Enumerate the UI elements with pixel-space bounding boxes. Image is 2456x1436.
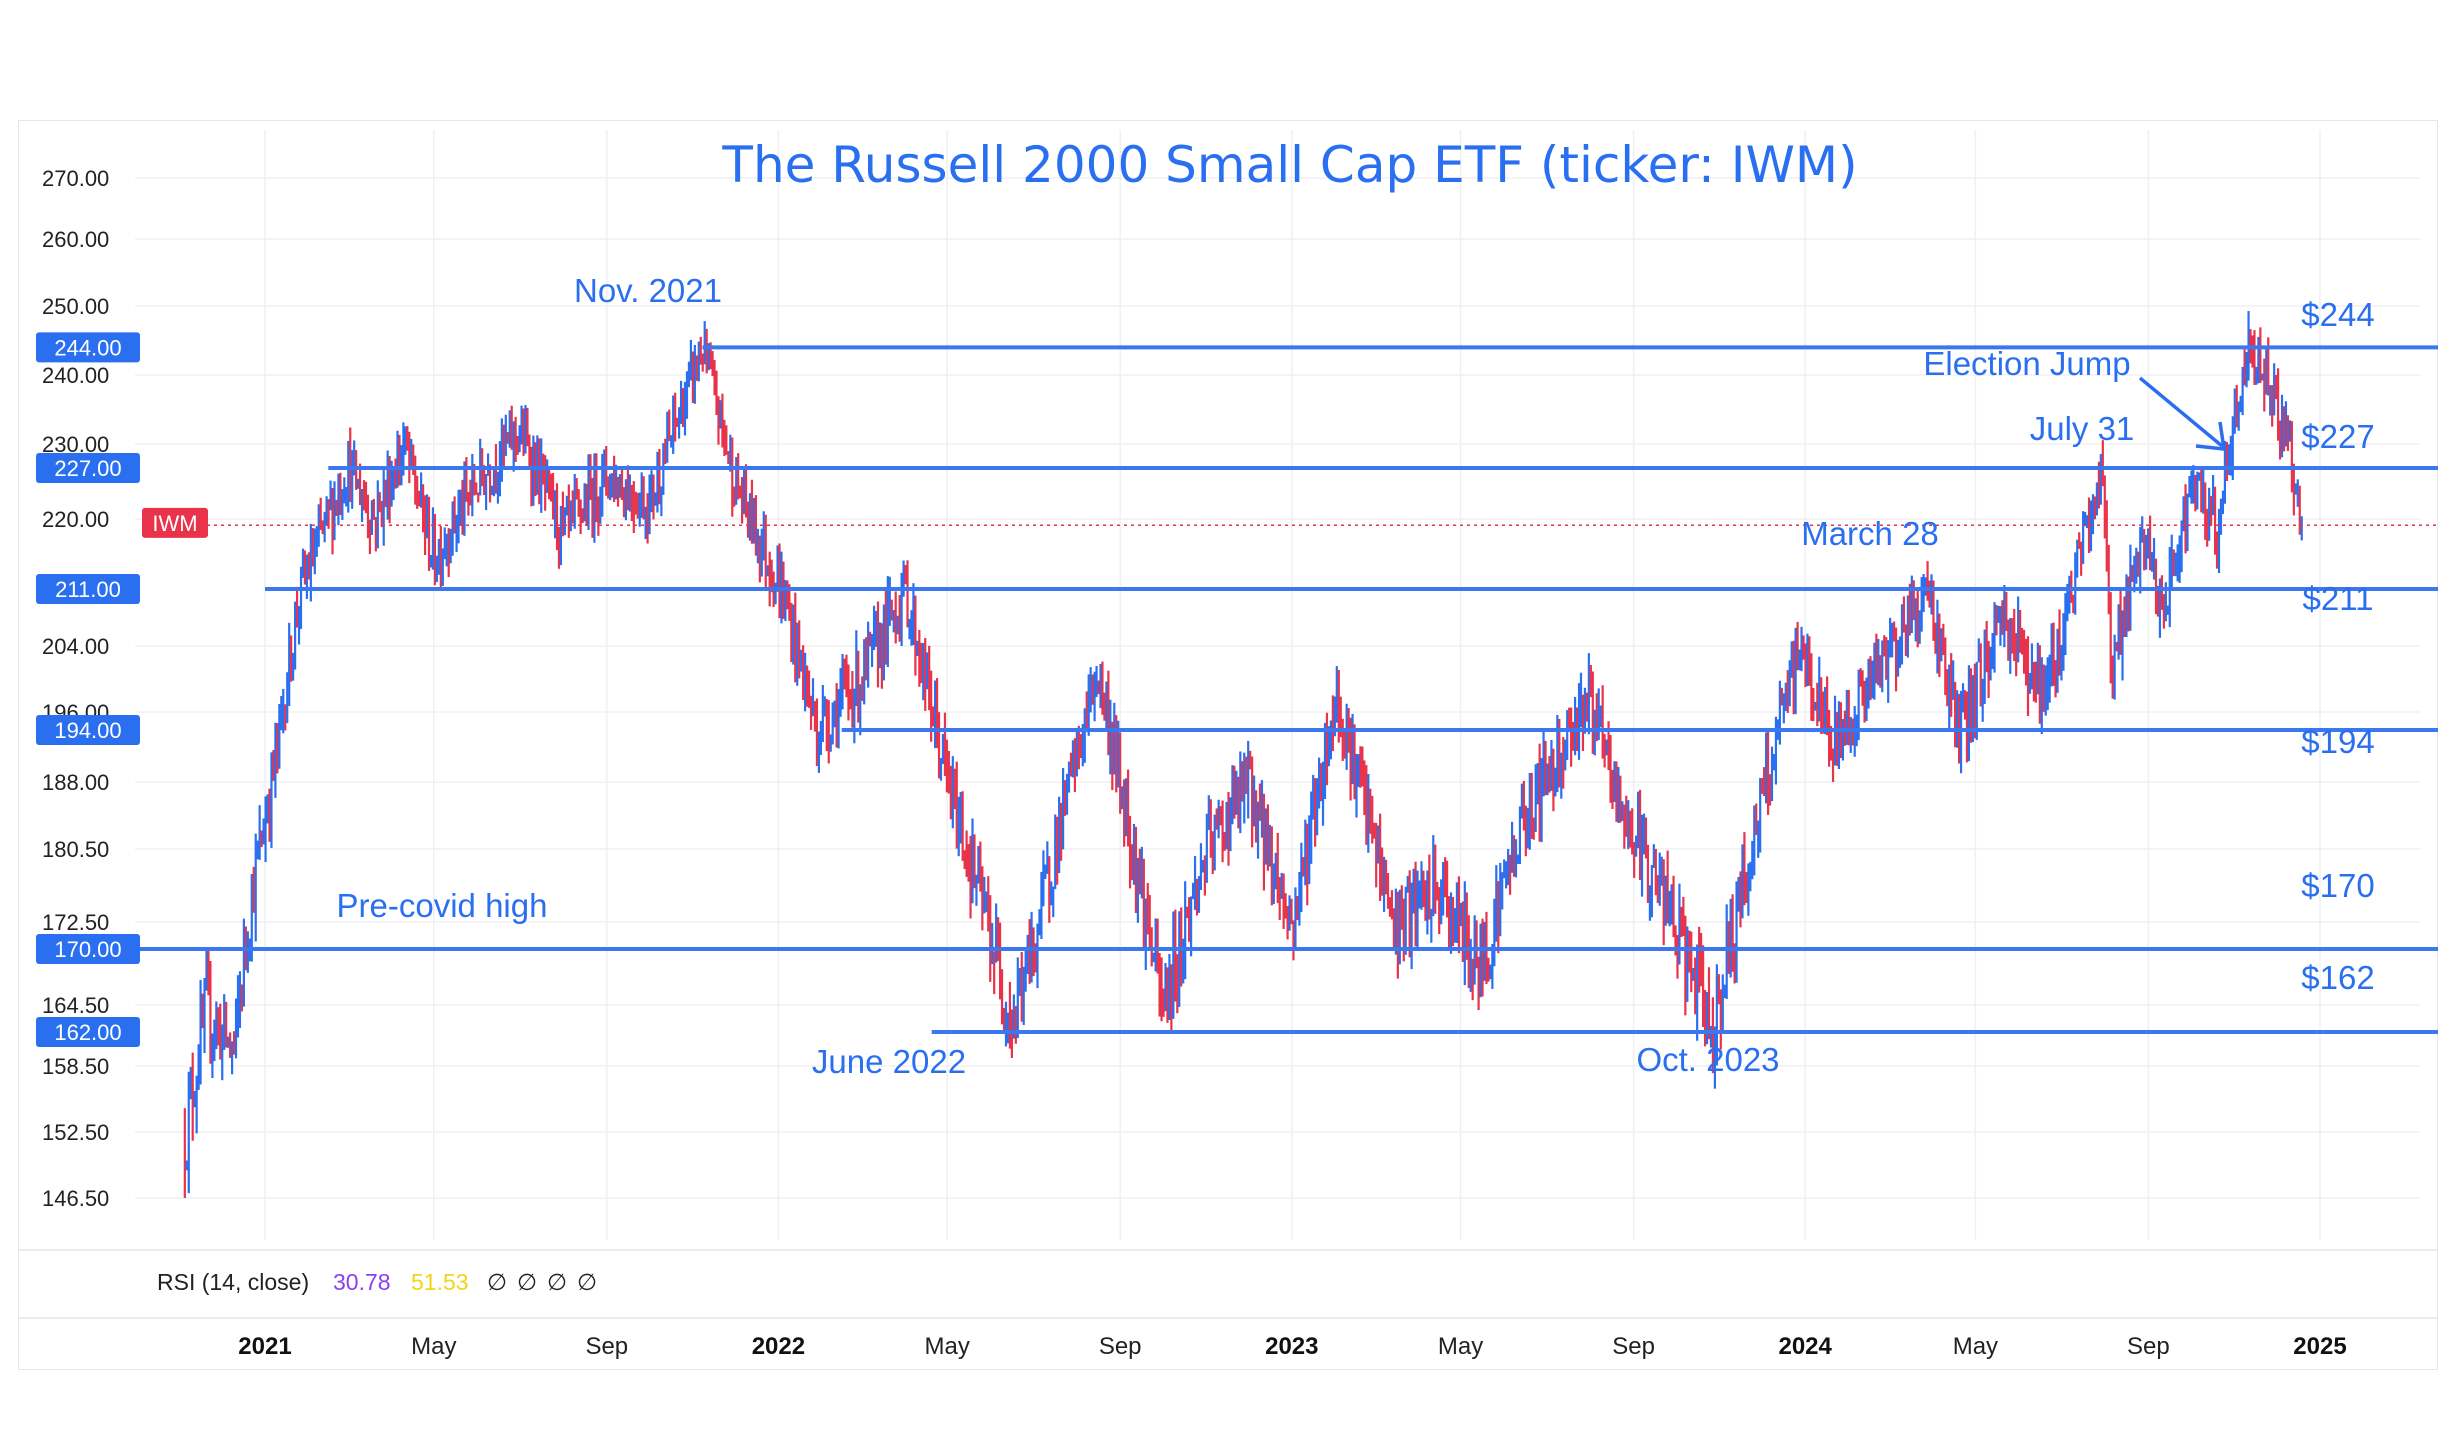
y-tick-label: 172.50 [42,910,109,935]
level-badge [36,715,140,745]
annotation-label: Pre-covid high [337,887,548,924]
level-badge-label: 244.00 [54,335,121,360]
y-tick-label: 270.00 [42,166,109,191]
annotation-label: March 28 [1801,515,1939,552]
level-badge-label: 227.00 [54,456,121,481]
x-tick-label: Sep [2127,1333,2170,1360]
x-tick-label: Sep [1099,1333,1142,1360]
x-tick-label: May [925,1333,970,1360]
rsi-empty-value: ∅ [547,1269,567,1295]
y-tick-label: 250.00 [42,294,109,319]
y-tick-label: 220.00 [42,507,109,532]
level-badge [36,934,140,964]
level-badge [36,1017,140,1047]
annotation-label: July 31 [2030,410,2135,447]
level-badge-label: 194.00 [54,718,121,743]
chart-frame [18,120,2438,1370]
level-price-label: $244 [2301,296,2374,333]
y-tick-label: 180.50 [42,837,109,862]
annotation-label: Oct. 2023 [1636,1041,1779,1078]
level-badge-label: 162.00 [54,1020,121,1045]
x-tick-label: 2021 [238,1333,291,1360]
x-tick-label: Sep [1612,1333,1655,1360]
rsi-empty-value: ∅ [577,1269,597,1295]
rsi-value-1: 30.78 [333,1269,391,1295]
annotation-label: Election Jump [1923,345,2130,382]
level-price-label: $227 [2301,418,2374,455]
election-jump-arrow [2138,376,2224,448]
level-badge-label: 170.00 [54,937,121,962]
x-tick-label: 2022 [752,1333,805,1360]
x-tick-label: 2025 [2293,1333,2346,1360]
y-tick-label: 146.50 [42,1186,109,1211]
rsi-value-2: 51.53 [411,1269,469,1295]
level-price-label: $211 [2303,580,2374,617]
x-tick-label: May [411,1333,456,1360]
y-tick-label: 164.50 [42,993,109,1018]
y-tick-label: 188.00 [42,770,109,795]
x-tick-label: May [1438,1333,1483,1360]
level-badge [36,574,140,604]
current-price-badge-label: IWM [152,511,197,536]
rsi-empty-value: ∅ [487,1269,507,1295]
y-tick-label: 204.00 [42,634,109,659]
y-tick-label: 260.00 [42,227,109,252]
x-tick-label: 2024 [1778,1333,1832,1360]
level-badge-label: 211.00 [55,577,121,602]
x-tick-label: Sep [585,1333,628,1360]
election-jump-arrowhead [2195,421,2227,451]
y-tick-label: 230.00 [42,432,109,457]
level-badge [36,453,140,483]
y-tick-label: 158.50 [42,1054,109,1079]
chart-title: The Russell 2000 Small Cap ETF (ticker: … [721,136,1857,194]
annotation-label: June 2022 [812,1043,966,1080]
rsi-indicator-label: RSI (14, close) [157,1269,309,1295]
x-tick-label: 2023 [1265,1333,1318,1360]
level-price-label: $162 [2301,959,2374,996]
level-price-label: $170 [2301,867,2374,904]
y-tick-label: 240.00 [42,363,109,388]
rsi-empty-value: ∅ [517,1269,537,1295]
current-price-badge [142,507,208,538]
level-price-label: $194 [2301,723,2374,760]
y-tick-label: 152.50 [42,1120,109,1145]
level-badge [36,332,140,363]
annotation-label: Nov. 2021 [574,272,722,309]
x-tick-label: May [1953,1333,1998,1360]
